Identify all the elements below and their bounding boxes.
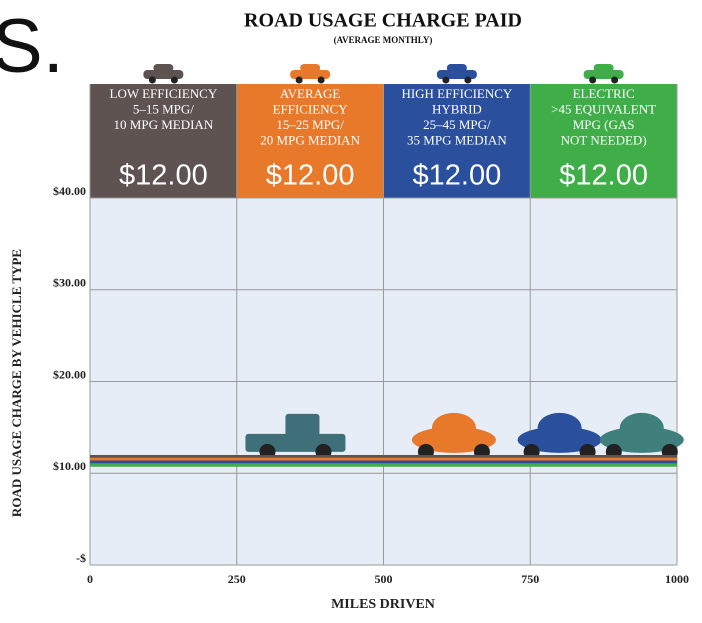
car-icon [318,77,325,84]
category-label: 25–45 MPG/ [423,117,491,132]
car-drawing [432,413,476,443]
car-icon [589,77,596,84]
y-axis-label: ROAD USAGE CHARGE BY VEHICLE TYPE [9,249,24,517]
category-label: MPG (GAS [573,117,635,132]
category-label: NOT NEEDED) [561,132,647,147]
chart-subtitle: (AVERAGE MONTHLY) [334,35,433,45]
x-tick-label: 1000 [665,572,689,586]
category-label: ELECTRIC [573,86,635,101]
car-icon [611,77,618,84]
y-tick-label: $20.00 [53,367,86,381]
y-tick-label: $30.00 [53,276,86,290]
price-label: $12.00 [559,160,648,192]
car-drawing [620,413,664,443]
category-label: 35 MPG MEDIAN [407,132,507,147]
chart: S. ROAD USAGE CHARGE PAID (AVERAGE MONTH… [0,0,702,623]
car-icon [464,77,471,84]
category-label: EFFICIENCY [273,101,349,116]
car-icon [442,77,449,84]
car-icon [153,64,173,72]
category-label: HIGH EFFICIENCY [401,86,512,101]
category-label: 15–25 MPG/ [276,117,344,132]
x-tick-label: 750 [521,572,539,586]
category-label: HYBRID [432,101,482,116]
car-drawing [285,414,319,436]
category-label: >45 EQUIVALENT [551,101,656,116]
category-label: 20 MPG MEDIAN [260,132,360,147]
chart-title: ROAD USAGE CHARGE PAID [244,10,522,32]
car-icon [594,64,614,72]
x-tick-label: 0 [87,572,93,586]
car-icon [296,77,303,84]
x-tick-label: 250 [228,572,246,586]
price-label: $12.00 [119,160,208,192]
category-label: 10 MPG MEDIAN [114,117,214,132]
category-label: LOW EFFICIENCY [110,86,218,101]
car-icon [149,77,156,84]
car-icon [171,77,178,84]
car-icon [447,64,467,72]
y-tick-label: $10.00 [53,459,86,473]
x-tick-label: 500 [375,572,393,586]
category-label: 5–15 MPG/ [133,101,194,116]
car-icon [300,64,320,72]
price-label: $12.00 [266,160,355,192]
y-tick-label: -$ [76,551,86,565]
x-axis-label: MILES DRIVEN [331,597,435,612]
car-drawing [538,413,582,443]
category-label: AVERAGE [280,86,340,101]
corner-text: S. [0,4,64,89]
y-tick-label: $40.00 [53,184,86,198]
price-label: $12.00 [413,160,502,192]
